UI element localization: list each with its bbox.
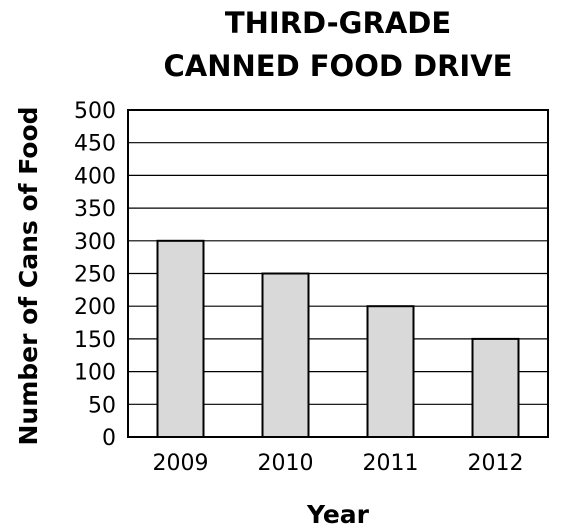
x-tick-labels: 2009 2010 2011 2012 [153, 451, 524, 476]
y-tick-label: 150 [74, 328, 116, 353]
bar-2011 [366, 305, 415, 439]
y-tick-label: 0 [102, 426, 116, 451]
bar-2009 [156, 239, 205, 438]
y-tick-label: 100 [74, 361, 116, 386]
y-tick-label: 250 [74, 263, 116, 288]
bar-2012 [471, 337, 520, 438]
y-tick-label: 300 [74, 230, 116, 255]
bars [156, 239, 520, 439]
chart-title-line-1: THIRD-GRADE [225, 6, 451, 40]
y-tick-label: 50 [88, 393, 116, 418]
x-tick-label: 2012 [468, 451, 524, 476]
bar-2010 [261, 272, 310, 438]
y-tick-labels: 0 50 100 150 200 250 300 350 400 450 500 [74, 99, 116, 451]
x-tick-label: 2010 [258, 451, 314, 476]
y-tick-label: 500 [74, 99, 116, 124]
chart-title-line-2: CANNED FOOD DRIVE [164, 49, 513, 83]
y-tick-label: 450 [74, 132, 116, 157]
plot-frame [127, 109, 549, 438]
x-tick-label: 2009 [153, 451, 209, 476]
x-tick-label: 2011 [363, 451, 419, 476]
y-tick-label: 350 [74, 197, 116, 222]
x-axis-label: Year [306, 500, 370, 529]
y-tick-label: 400 [74, 164, 116, 189]
y-tick-label: 200 [74, 295, 116, 320]
y-axis-label: Number of Cans of Food [14, 106, 43, 445]
